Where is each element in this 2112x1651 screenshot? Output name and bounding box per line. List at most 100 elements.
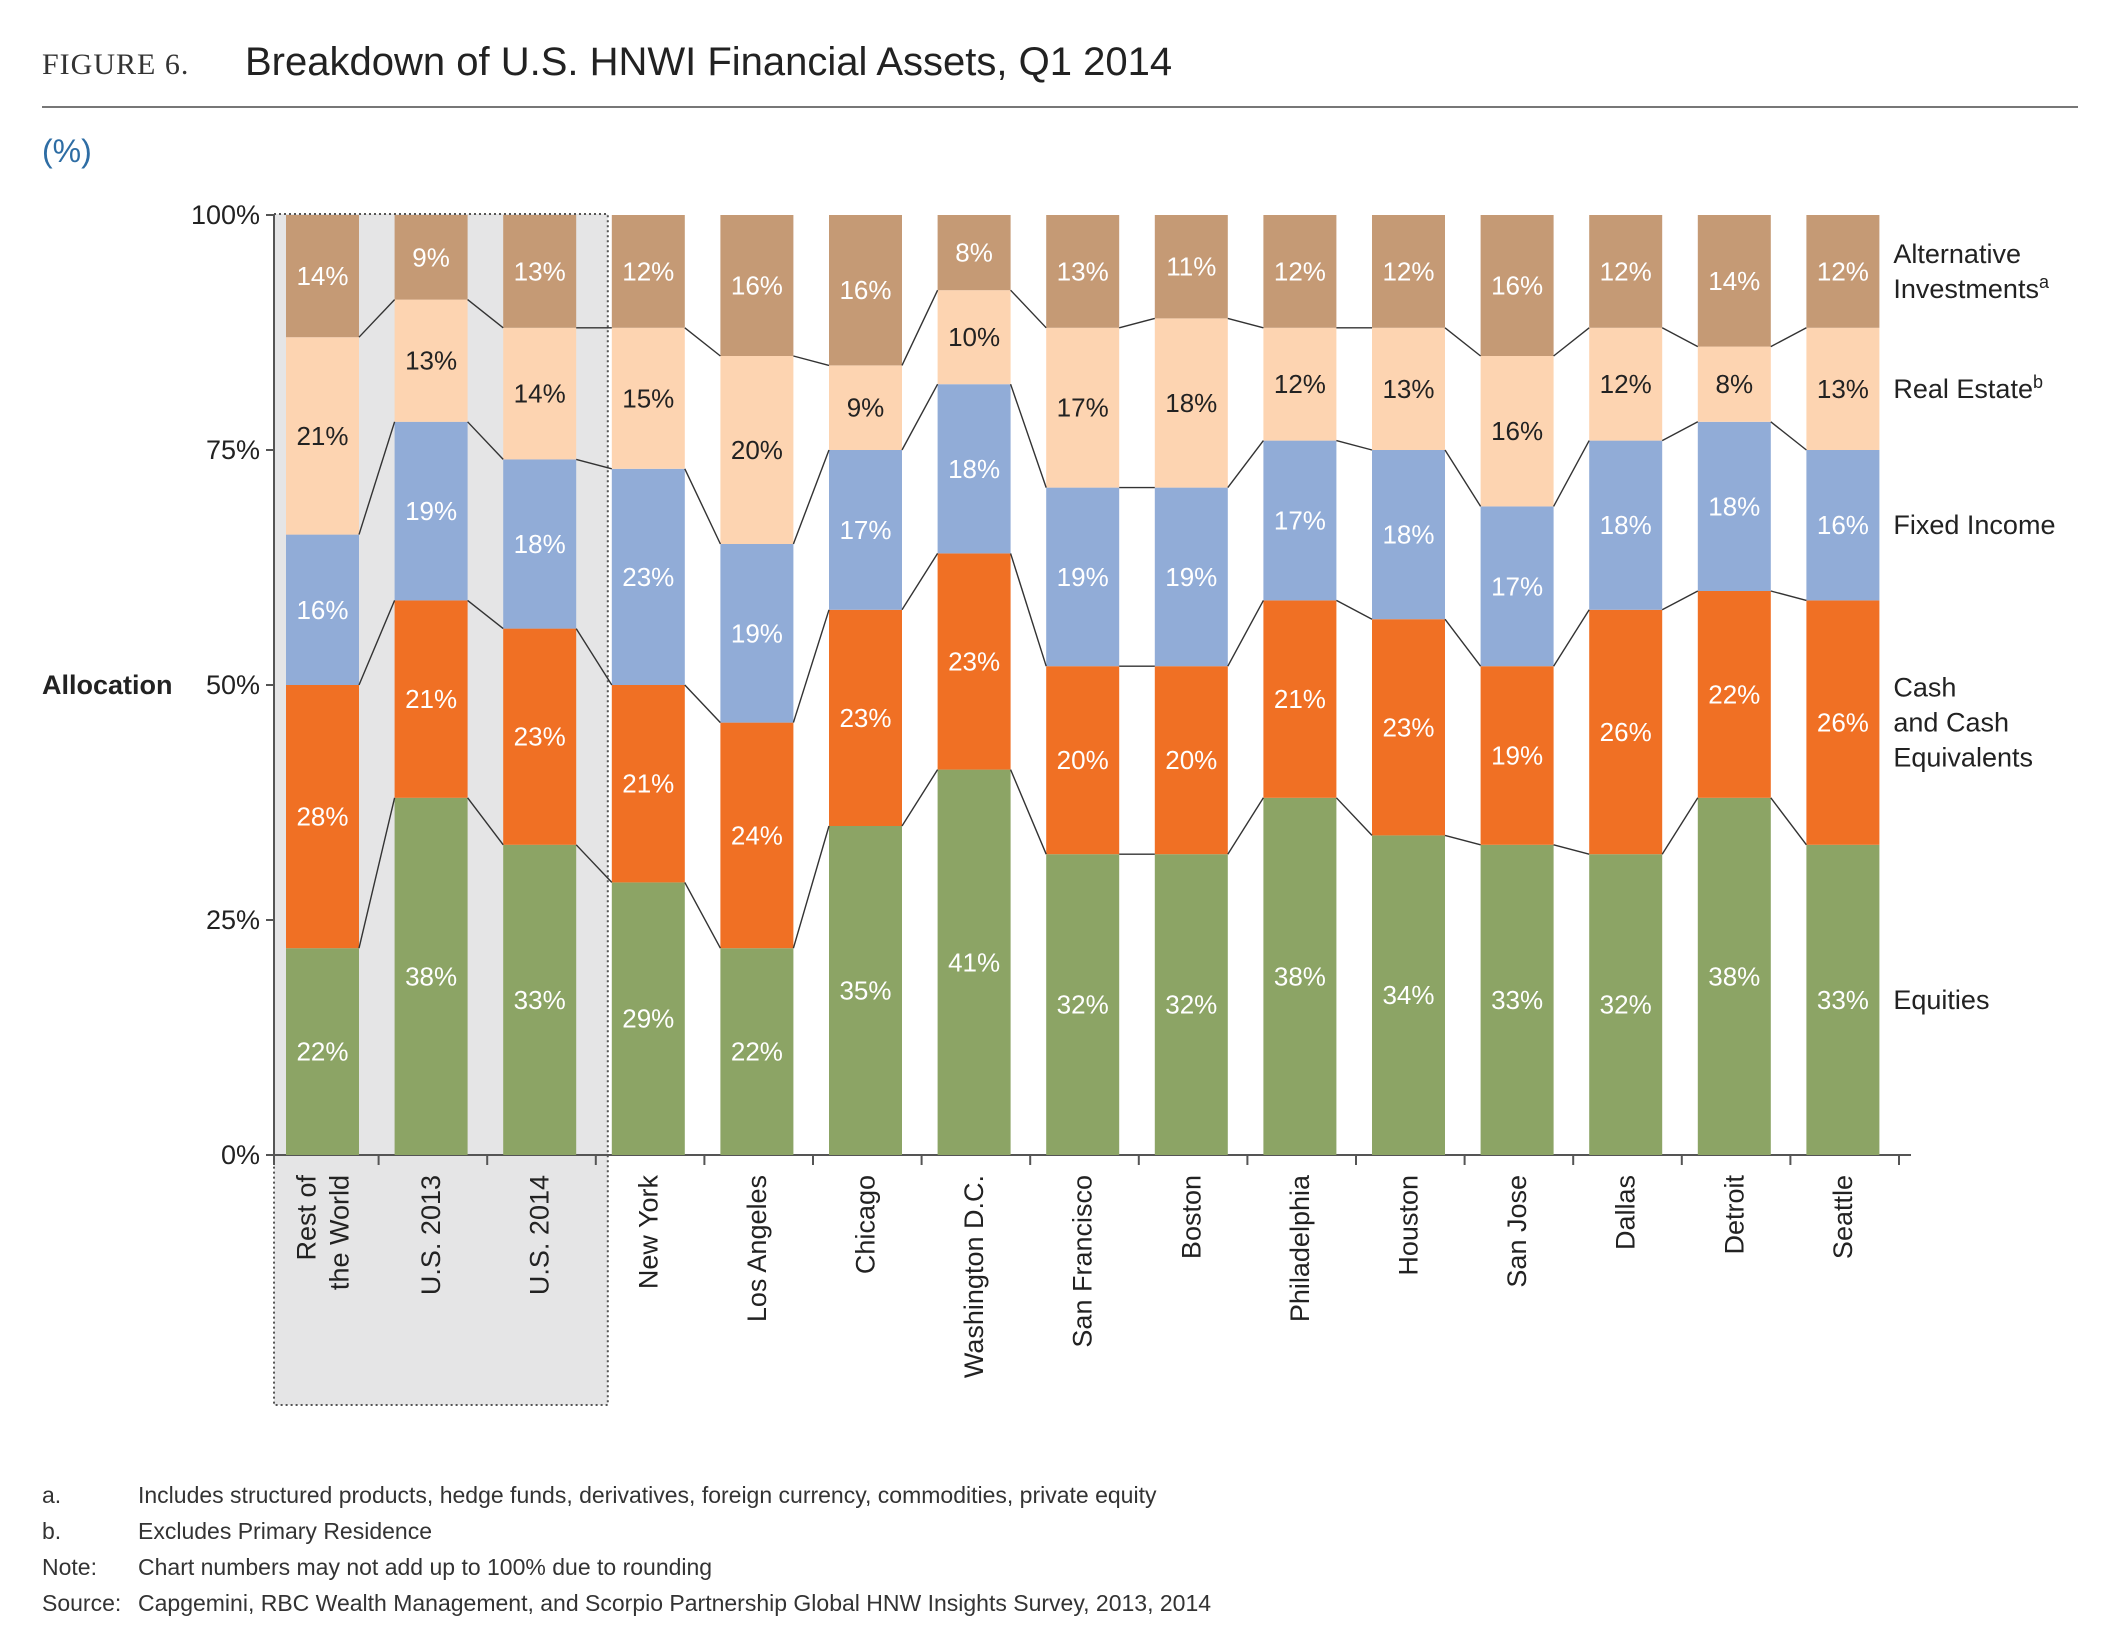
connector-line (901, 769, 939, 827)
data-label: 9% (847, 393, 885, 423)
bar-equities-dallas (1589, 854, 1663, 1155)
bar-equities-san-francisco (1046, 854, 1120, 1155)
data-label: 18% (1708, 491, 1760, 521)
bar-cash-and-cash-equivalents-u-s-2014 (503, 628, 577, 845)
bar-fixed-income-detroit (1697, 421, 1771, 591)
data-label: 13% (1817, 374, 1869, 404)
bar-equities-rest-of-the-world (286, 948, 359, 1155)
data-label: 12% (1382, 256, 1434, 286)
data-label: 38% (405, 961, 457, 991)
bar-real-estate-dallas (1589, 327, 1663, 441)
connector-line (1227, 317, 1264, 329)
bar-cash-and-cash-equivalents-san-francisco (1046, 666, 1120, 855)
connector-line (684, 327, 721, 357)
connector-line (901, 289, 939, 366)
data-label: 16% (1817, 510, 1869, 540)
data-label: 14% (514, 379, 566, 409)
y-tick-label: 50% (206, 670, 260, 700)
data-label: 17% (1274, 506, 1326, 536)
bar-alternative-investments-rest-of-the-world (286, 215, 359, 338)
bar-equities-boston (1154, 854, 1228, 1155)
bar-alternative-investments-philadelphia (1263, 215, 1337, 328)
data-label: 20% (1057, 745, 1109, 775)
bar-equities-houston (1372, 835, 1445, 1155)
data-label: 12% (1600, 256, 1652, 286)
connector-line (575, 628, 613, 686)
connector-line (1661, 590, 1699, 611)
x-tick-label: Rest of the World (292, 1175, 355, 1291)
connector-line (1227, 797, 1264, 855)
legend-cash-and-cash-equivalents: Cash and Cash Equivalents (1893, 673, 2033, 773)
connector-line (1010, 289, 1047, 329)
bar-fixed-income-san-jose (1480, 506, 1554, 667)
data-label: 33% (1817, 985, 1869, 1015)
data-label: 26% (1600, 717, 1652, 747)
data-label: 10% (948, 322, 1000, 352)
connector-line (684, 468, 722, 545)
figure-label: FIGURE 6. (42, 48, 190, 81)
connector-line (1770, 421, 1807, 451)
data-label: 22% (731, 1037, 783, 1067)
data-label: 16% (839, 275, 891, 305)
stacked-bar-chart: 0% 25% 50% 75% 100% Allocation 22% 28% 16% 21% 14%… (42, 200, 2055, 1406)
connector-line (1553, 844, 1590, 855)
connector-line (1444, 327, 1482, 357)
data-label: 12% (1274, 256, 1326, 286)
bar-real-estate-chicago (829, 365, 902, 450)
bar-real-estate-los-angeles (720, 356, 794, 544)
data-label: 35% (839, 976, 891, 1006)
x-tick-label: Detroit (1719, 1175, 1749, 1255)
bar-real-estate-washington-d-c (937, 290, 1011, 385)
x-tick-label: Houston (1394, 1175, 1424, 1276)
data-label: 34% (1382, 980, 1434, 1010)
data-label: 26% (1817, 708, 1869, 738)
x-tick-label: Dallas (1611, 1175, 1641, 1250)
bar-alternative-investments-washington-d-c (937, 215, 1011, 291)
data-label: 14% (296, 261, 348, 291)
data-label: 23% (622, 562, 674, 592)
legend-equities: Equities (1893, 985, 1989, 1015)
data-label: 32% (1057, 990, 1109, 1020)
footnote-text: Capgemini, RBC Wealth Management, and Sc… (138, 1590, 1212, 1616)
connector-line (1119, 317, 1155, 329)
data-label: 23% (514, 722, 566, 752)
bar-cash-and-cash-equivalents-chicago (829, 609, 902, 826)
bar-fixed-income-boston (1154, 487, 1228, 667)
data-label: 22% (1708, 679, 1760, 709)
data-label: 13% (1057, 256, 1109, 286)
connector-line (467, 421, 504, 460)
bar-real-estate-san-francisco (1046, 327, 1120, 488)
chart-title: Breakdown of U.S. HNWI Financial Assets,… (245, 40, 1173, 84)
bar-real-estate-houston (1372, 327, 1445, 450)
connector-line (575, 844, 613, 883)
connector-line (358, 421, 396, 535)
y-tick-label: 25% (206, 905, 260, 935)
legend-fixed-income: Fixed Income (1893, 510, 2055, 540)
x-tick-label: Philadelphia (1285, 1174, 1315, 1322)
bar-equities-washington-d-c (937, 769, 1011, 1155)
data-label: 16% (296, 595, 348, 625)
bar-fixed-income-u-s-2014 (503, 459, 577, 629)
data-label: 22% (296, 1037, 348, 1067)
data-label: 32% (1600, 990, 1652, 1020)
data-label: 17% (839, 515, 891, 545)
data-label: 12% (622, 256, 674, 286)
bar-real-estate-philadelphia (1263, 327, 1337, 441)
bar-equities-u-s-2014 (503, 844, 577, 1155)
data-label: 33% (1491, 985, 1543, 1015)
data-label: 15% (622, 383, 674, 413)
bar-equities-detroit (1697, 797, 1771, 1155)
data-label: 23% (948, 647, 1000, 677)
bar-real-estate-new-york (611, 327, 685, 469)
footnote-text: Chart numbers may not add up to 100% due… (138, 1554, 713, 1580)
bar-equities-san-jose (1480, 844, 1554, 1155)
bar-real-estate-u-s-2013 (394, 299, 468, 422)
y-tick-label: 0% (221, 1140, 260, 1170)
bar-equities-seattle (1806, 844, 1880, 1155)
data-label: 18% (1600, 510, 1652, 540)
bar-cash-and-cash-equivalents-philadelphia (1263, 600, 1337, 798)
unit-label: (%) (42, 133, 92, 169)
data-label: 23% (839, 703, 891, 733)
connector-line (358, 797, 396, 949)
connector-line (1552, 440, 1590, 507)
